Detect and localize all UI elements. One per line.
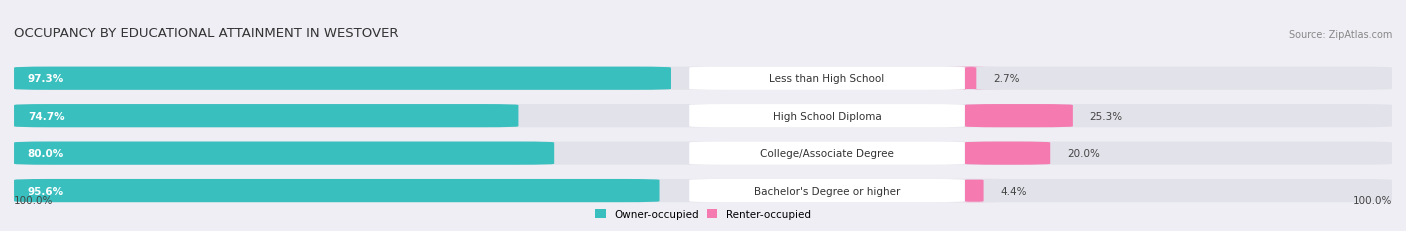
Text: College/Associate Degree: College/Associate Degree: [761, 149, 894, 158]
FancyBboxPatch shape: [689, 142, 965, 165]
Text: 95.6%: 95.6%: [28, 186, 63, 196]
FancyBboxPatch shape: [949, 179, 1000, 202]
FancyBboxPatch shape: [689, 105, 965, 128]
Text: OCCUPANCY BY EDUCATIONAL ATTAINMENT IN WESTOVER: OCCUPANCY BY EDUCATIONAL ATTAINMENT IN W…: [14, 27, 398, 40]
Text: 100.0%: 100.0%: [1353, 195, 1392, 205]
FancyBboxPatch shape: [14, 179, 659, 202]
FancyBboxPatch shape: [965, 142, 1050, 165]
Text: 80.0%: 80.0%: [28, 149, 65, 158]
Text: 100.0%: 100.0%: [14, 195, 53, 205]
FancyBboxPatch shape: [14, 105, 519, 128]
FancyBboxPatch shape: [14, 67, 671, 90]
Text: 20.0%: 20.0%: [1067, 149, 1099, 158]
Text: 2.7%: 2.7%: [993, 74, 1019, 84]
Text: Less than High School: Less than High School: [769, 74, 884, 84]
FancyBboxPatch shape: [14, 105, 1392, 128]
FancyBboxPatch shape: [14, 142, 554, 165]
FancyBboxPatch shape: [689, 179, 965, 202]
FancyBboxPatch shape: [14, 142, 1392, 165]
FancyBboxPatch shape: [14, 67, 1392, 90]
FancyBboxPatch shape: [689, 67, 965, 90]
Text: 25.3%: 25.3%: [1090, 111, 1122, 121]
Text: High School Diploma: High School Diploma: [773, 111, 882, 121]
Text: 74.7%: 74.7%: [28, 111, 65, 121]
Text: Bachelor's Degree or higher: Bachelor's Degree or higher: [754, 186, 900, 196]
FancyBboxPatch shape: [965, 105, 1073, 128]
Text: Source: ZipAtlas.com: Source: ZipAtlas.com: [1288, 30, 1392, 40]
Legend: Owner-occupied, Renter-occupied: Owner-occupied, Renter-occupied: [595, 209, 811, 219]
Text: 4.4%: 4.4%: [1000, 186, 1026, 196]
FancyBboxPatch shape: [942, 67, 1000, 90]
FancyBboxPatch shape: [14, 179, 1392, 202]
Text: 97.3%: 97.3%: [28, 74, 65, 84]
